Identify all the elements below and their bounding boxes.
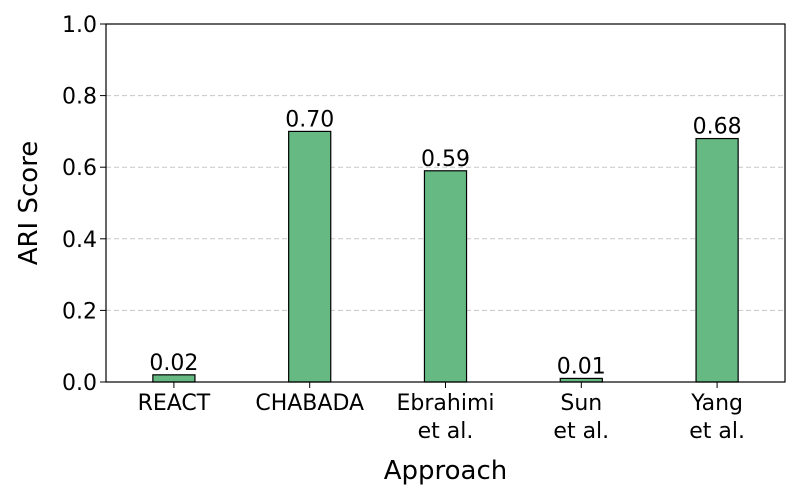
bar xyxy=(152,374,196,383)
bar xyxy=(423,170,468,383)
y-tick-label: 0.6 xyxy=(62,156,97,181)
y-tick-label: 0.0 xyxy=(62,371,97,396)
bar xyxy=(695,137,739,383)
x-tick-label: CHABADA xyxy=(255,391,364,416)
value-labels: 0.02 0.70 0.59 0.01 0.68 xyxy=(149,107,741,379)
y-tick-label: 0.4 xyxy=(62,228,97,253)
y-axis: 0.0 0.2 0.4 0.6 0.8 1.0 xyxy=(62,13,106,396)
bar xyxy=(288,130,332,383)
x-tick-label: Yang et al. xyxy=(689,391,745,444)
y-tick-label: 1.0 xyxy=(62,13,97,38)
x-tick-label: Ebrahimi et al. xyxy=(397,391,495,444)
data-label: 0.59 xyxy=(421,147,470,172)
y-tick-label: 0.2 xyxy=(62,299,97,324)
x-axis: REACT CHABADA Ebrahimi et al. Sun et al. Yang e… xyxy=(138,382,745,444)
data-label: 0.02 xyxy=(149,351,198,376)
x-axis-label: Approach xyxy=(384,456,508,486)
data-label: 0.01 xyxy=(557,354,606,379)
data-label: 0.68 xyxy=(693,115,742,140)
y-axis-label: ARI Score xyxy=(14,141,44,266)
data-label: 0.70 xyxy=(285,107,334,132)
x-tick-label: Sun et al. xyxy=(553,391,609,444)
x-tick-label: REACT xyxy=(138,391,211,416)
y-tick-label: 0.8 xyxy=(62,85,97,110)
bars xyxy=(152,130,739,383)
